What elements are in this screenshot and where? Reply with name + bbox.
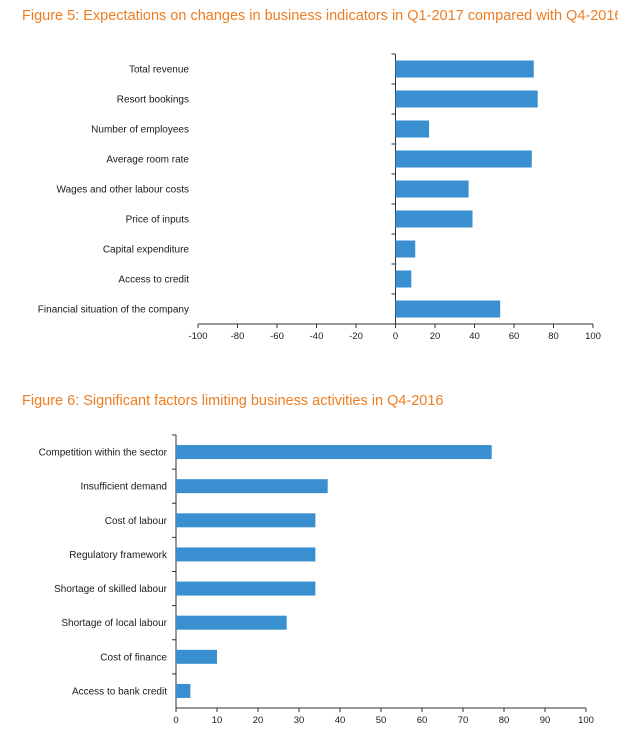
fig5-bar: [395, 60, 534, 78]
fig6-bar: [176, 649, 217, 664]
fig6-bar: [176, 445, 492, 460]
fig6-category-label: Cost of labour: [105, 516, 168, 527]
fig5-bar: [395, 120, 430, 138]
fig5-category-label: Capital expenditure: [103, 245, 190, 256]
fig5-category-label: Resort bookings: [117, 95, 189, 106]
fig6-category-label: Insufficient demand: [80, 482, 167, 493]
fig6-bar: [176, 479, 328, 494]
fig6-x-tick-label: 20: [253, 715, 264, 726]
fig5-x-tick-label: -60: [270, 331, 284, 342]
fig5-x-tick-label: -100: [188, 331, 207, 342]
fig6-category-label: Access to bank credit: [72, 686, 167, 697]
fig6-x-tick-label: 100: [578, 715, 594, 726]
fig6-category-label: Shortage of local labour: [61, 618, 167, 629]
fig5-bar: [395, 90, 538, 108]
figure-6-chart: Competition within the sector Insufficien…: [39, 434, 594, 726]
fig6-category-label: Cost of finance: [100, 652, 167, 663]
fig6-category-label: Shortage of skilled labour: [54, 584, 168, 595]
fig6-x-tick-label: 10: [212, 715, 223, 726]
fig6-bar: [176, 683, 191, 698]
fig6-x-tick-label: 50: [376, 715, 387, 726]
fig5-category-label: Number of employees: [91, 125, 189, 136]
fig5-x-tick-label: 100: [585, 331, 601, 342]
fig5-bar: [395, 270, 412, 288]
fig5-category-label: Financial situation of the company: [38, 305, 189, 316]
fig5-bar: [395, 210, 473, 228]
fig5-x-tick-label: 40: [469, 331, 480, 342]
fig5-bar: [395, 300, 501, 318]
fig5-x-tick-label: -20: [349, 331, 363, 342]
fig5-bar: [395, 150, 532, 168]
fig5-x-tick-label: 0: [393, 331, 398, 342]
fig5-x-tick-label: -80: [231, 331, 245, 342]
fig6-bar: [176, 547, 316, 562]
figure-5-chart: Total revenue Resort bookings Number of em…: [38, 53, 601, 342]
fig6-bar: [176, 513, 316, 528]
fig5-category-label: Access to credit: [118, 275, 189, 286]
fig6-x-tick-label: 30: [294, 715, 305, 726]
fig5-x-tick-label: -40: [310, 331, 324, 342]
fig6-bar: [176, 615, 287, 630]
fig5-category-label: Total revenue: [129, 65, 189, 76]
fig5-category-label: Price of inputs: [126, 215, 189, 226]
figure-5-title: Figure 5: Expectations on changes in bus…: [22, 8, 618, 24]
fig6-x-tick-label: 70: [458, 715, 469, 726]
fig6-x-tick-label: 80: [499, 715, 510, 726]
fig6-category-label: Competition within the sector: [39, 448, 168, 459]
fig6-x-tick-label: 40: [335, 715, 346, 726]
figure-6-title: Figure 6: Significant factors limiting b…: [22, 393, 444, 409]
fig5-x-tick-label: 80: [548, 331, 559, 342]
fig5-x-tick-label: 20: [430, 331, 441, 342]
fig6-x-tick-label: 60: [417, 715, 428, 726]
fig5-category-label: Average room rate: [106, 155, 189, 166]
fig6-category-label: Regulatory framework: [69, 550, 168, 561]
fig6-x-tick-label: 0: [173, 715, 178, 726]
fig5-x-tick-label: 60: [509, 331, 520, 342]
fig5-category-label: Wages and other labour costs: [57, 185, 189, 196]
fig6-x-tick-label: 90: [540, 715, 551, 726]
fig6-bar: [176, 581, 316, 596]
fig5-bar: [395, 180, 469, 198]
fig5-bar: [395, 240, 416, 258]
